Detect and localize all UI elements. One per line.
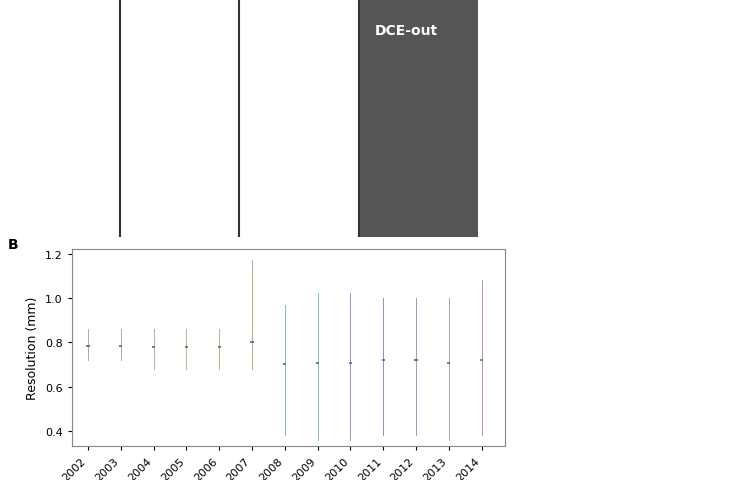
Text: B: B bbox=[8, 238, 18, 252]
Text: DCE-in: DCE-in bbox=[261, 24, 312, 38]
Text: DCE-out: DCE-out bbox=[375, 24, 438, 38]
Y-axis label: Resolution (mm): Resolution (mm) bbox=[26, 297, 39, 399]
Text: T1: T1 bbox=[53, 24, 72, 38]
Text: A: A bbox=[5, 214, 16, 228]
Text: T1c: T1c bbox=[168, 24, 196, 38]
Bar bbox=[358, 0, 478, 238]
